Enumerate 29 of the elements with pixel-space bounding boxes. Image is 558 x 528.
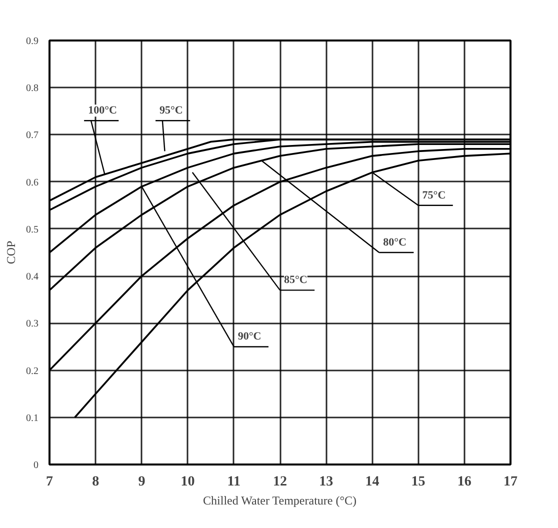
- x-tick-label: 15: [411, 474, 426, 490]
- y-tick-label: 0.8: [26, 83, 38, 94]
- x-tick-label: 8: [92, 474, 100, 490]
- x-axis-title: Chilled Water Temperature (°C): [203, 494, 357, 508]
- y-tick-label: 0.9: [26, 36, 38, 47]
- y-tick-label: 0.2: [26, 366, 38, 377]
- x-tick-label: 17: [504, 474, 518, 490]
- annotation: 80°C: [383, 236, 407, 248]
- annotation: 100°C: [88, 104, 117, 117]
- x-tick-label: 16: [457, 474, 472, 490]
- x-tick-label: 12: [273, 474, 287, 490]
- annotation: 75°C: [422, 189, 446, 202]
- annotation: 85°C: [284, 274, 308, 286]
- y-tick-label: 0.1: [26, 412, 38, 424]
- x-tick-label: 13: [319, 474, 334, 490]
- x-tick-label: 7: [46, 474, 53, 490]
- annotation: 95°C: [160, 104, 183, 117]
- y-tick-label: 0.6: [26, 177, 38, 188]
- y-tick-label: 0.5: [26, 224, 38, 236]
- x-tick-label: 11: [227, 474, 241, 490]
- y-tick-label: 0.3: [26, 318, 38, 330]
- x-tick-label: 9: [138, 474, 146, 490]
- y-tick-label: 0.4: [26, 272, 38, 283]
- y-tick-label: 0.7: [26, 130, 38, 142]
- x-tick-label: 14: [365, 474, 380, 490]
- y-axis-title: COP: [4, 240, 18, 264]
- x-tick-label: 10: [180, 474, 195, 490]
- y-tick-label: 0: [34, 460, 38, 471]
- annotation: 90°C: [238, 330, 262, 343]
